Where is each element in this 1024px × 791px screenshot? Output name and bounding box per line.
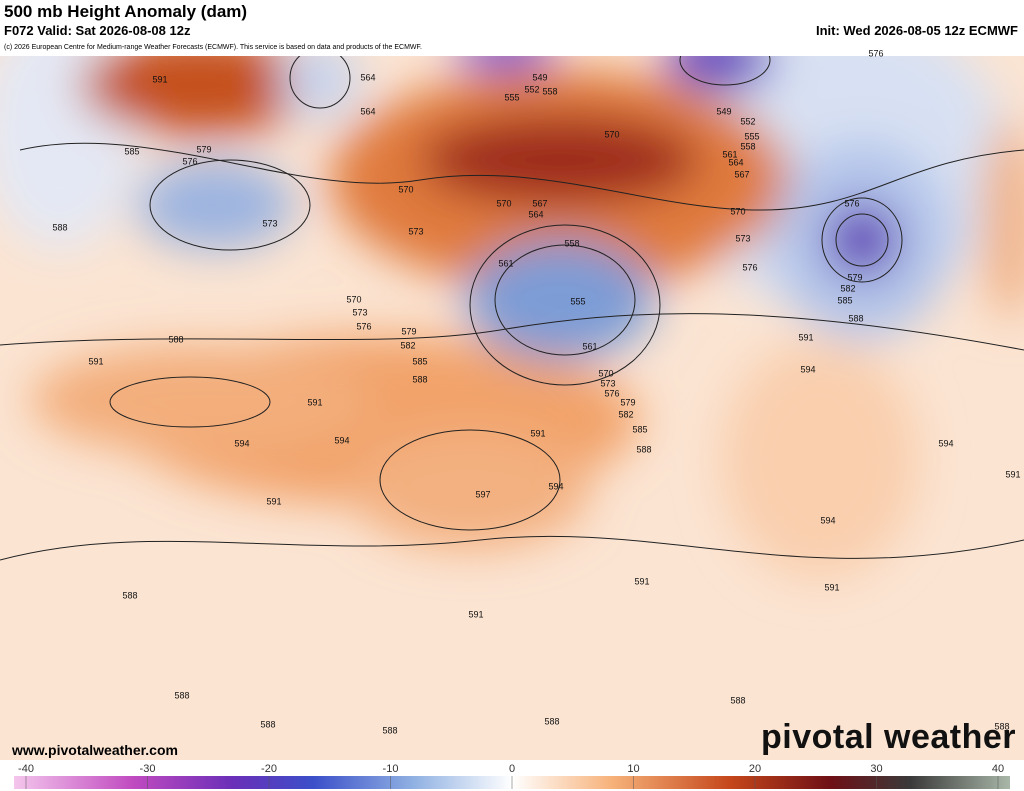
contour-label: 558 <box>542 86 557 96</box>
contour-label: 594 <box>234 438 249 448</box>
contour-label: 576 <box>356 321 371 331</box>
contour-label: 591 <box>824 582 839 592</box>
contour-label: 588 <box>544 716 559 726</box>
contour-label: 561 <box>722 149 737 159</box>
colorbar-tick-label: 40 <box>992 763 1004 775</box>
contour-label: 570 <box>496 198 511 208</box>
contour-label: 558 <box>564 238 579 248</box>
contour-label: 576 <box>868 48 883 58</box>
contour-label: 588 <box>168 334 183 344</box>
contour-label: 579 <box>401 326 416 336</box>
contour-label: 576 <box>742 262 757 272</box>
contour-label: 564 <box>528 209 543 219</box>
contour-label: 579 <box>620 397 635 407</box>
contour-label: 561 <box>498 258 513 268</box>
contour-label: 549 <box>716 106 731 116</box>
colorbar-tick-label: -20 <box>261 763 277 775</box>
contour-label: 588 <box>848 313 863 323</box>
contour-label: 579 <box>847 272 862 282</box>
valid-time: F072 Valid: Sat 2026-08-08 12z <box>4 23 191 38</box>
contour-label: 588 <box>122 590 137 600</box>
contour-label: 588 <box>260 719 275 729</box>
contour-label: 573 <box>735 233 750 243</box>
anomaly-field <box>0 56 1024 760</box>
contour-label: 594 <box>334 435 349 445</box>
colorbar-tick-label: 20 <box>749 763 761 775</box>
contour-label: 591 <box>88 356 103 366</box>
contour-label: 588 <box>412 374 427 384</box>
contour-label: 588 <box>174 690 189 700</box>
contour-label: 549 <box>532 72 547 82</box>
contour-label: 567 <box>734 169 749 179</box>
credit: (c) 2026 European Centre for Medium-rang… <box>4 44 422 51</box>
contour-label: 573 <box>408 226 423 236</box>
contour-label: 582 <box>400 340 415 350</box>
contour-label: 591 <box>798 332 813 342</box>
contour-label: 585 <box>412 356 427 366</box>
contour-label: 570 <box>346 294 361 304</box>
contour-label: 561 <box>582 341 597 351</box>
colorbar-tick-label: 0 <box>509 763 515 775</box>
contour-label: 576 <box>604 388 619 398</box>
contour-label: 573 <box>262 218 277 228</box>
contour-label: 564 <box>360 72 375 82</box>
colorbar-tick-label: -40 <box>18 763 34 775</box>
contour-label: 591 <box>530 428 545 438</box>
contour-label: 573 <box>600 378 615 388</box>
contour-label: 594 <box>548 481 563 491</box>
contour-label: 570 <box>598 368 613 378</box>
contour-label: 576 <box>182 156 197 166</box>
contour-label: 555 <box>744 131 759 141</box>
contour-label: 588 <box>994 721 1009 731</box>
colorbar-tick-label: -30 <box>140 763 156 775</box>
title: 500 mb Height Anomaly (dam) <box>4 2 248 21</box>
colorbar-tick-label: -10 <box>383 763 399 775</box>
contour-label: 582 <box>840 283 855 293</box>
contour-label: 591 <box>634 576 649 586</box>
contour-label: 585 <box>124 146 139 156</box>
contour-label: 585 <box>632 424 647 434</box>
contour-label: 591 <box>152 74 167 84</box>
contour-label: 591 <box>266 496 281 506</box>
contour-label: 558 <box>740 141 755 151</box>
contour-label: 576 <box>844 198 859 208</box>
contour-label: 570 <box>604 129 619 139</box>
contours <box>0 56 1024 561</box>
contour-label: 594 <box>938 438 953 448</box>
contour-label: 594 <box>820 515 835 525</box>
site-url: www.pivotalweather.com <box>12 742 178 758</box>
contour-label: 591 <box>468 609 483 619</box>
contour-label: 588 <box>52 222 67 232</box>
contour-label: 555 <box>570 296 585 306</box>
contour-label: 582 <box>618 409 633 419</box>
contour-label: 564 <box>360 106 375 116</box>
colorbar-tick-label: 30 <box>870 763 882 775</box>
init-time: Init: Wed 2026-08-05 12z ECMWF <box>815 23 1018 38</box>
contour-label: 573 <box>352 307 367 317</box>
contour-label: 567 <box>532 198 547 208</box>
contour-label: 588 <box>730 695 745 705</box>
contour-label: 570 <box>730 206 745 216</box>
contour-label: 555 <box>504 92 519 102</box>
contour-label: 588 <box>636 444 651 454</box>
contour-label: 579 <box>196 144 211 154</box>
contour-label: 585 <box>837 295 852 305</box>
contour-label: 594 <box>800 364 815 374</box>
colorbar-tick-label: 10 <box>627 763 639 775</box>
contour-label: 552 <box>524 84 539 94</box>
brand-logo: pivotal weather <box>760 718 1016 756</box>
contour-label: 588 <box>382 725 397 735</box>
contour-label: 591 <box>307 397 322 407</box>
contour-label: 564 <box>728 157 743 167</box>
contour-label: 597 <box>475 489 490 499</box>
contour-label: 570 <box>398 184 413 194</box>
contour-label: 591 <box>1005 469 1020 479</box>
contour-label: 552 <box>740 116 755 126</box>
